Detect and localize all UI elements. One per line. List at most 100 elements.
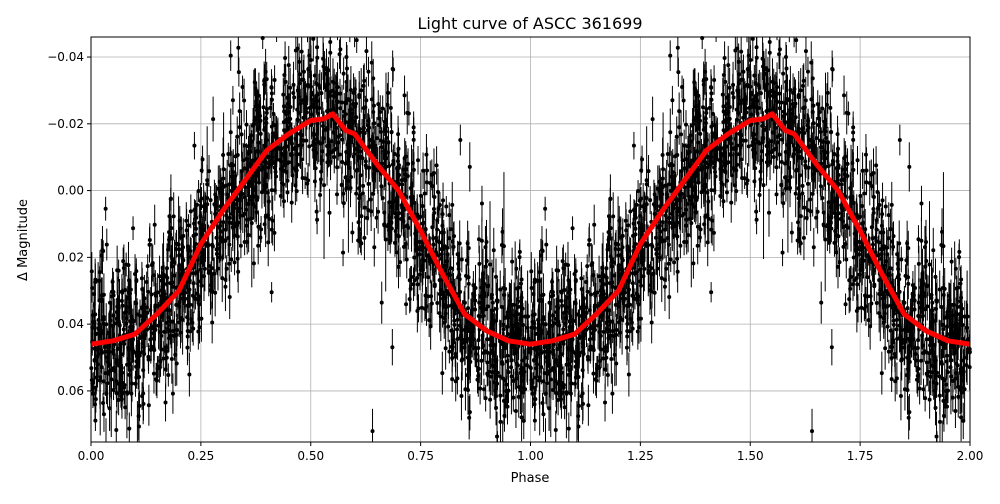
data-point: [768, 89, 772, 93]
data-point: [799, 88, 803, 92]
data-point: [661, 220, 665, 224]
data-point: [345, 80, 349, 84]
data-point: [166, 248, 170, 252]
data-point: [744, 139, 748, 143]
data-point: [890, 377, 894, 381]
data-point: [701, 105, 705, 109]
data-point: [929, 375, 933, 379]
data-point: [885, 246, 889, 250]
data-point: [928, 398, 932, 402]
data-point: [587, 243, 591, 247]
data-point: [432, 207, 436, 211]
data-point: [488, 398, 492, 402]
data-point: [480, 286, 484, 290]
data-point: [263, 222, 267, 226]
data-point: [466, 306, 470, 310]
data-point: [822, 120, 826, 124]
data-point: [605, 276, 609, 280]
data-point: [102, 412, 106, 416]
data-point: [492, 248, 496, 252]
data-point: [945, 354, 949, 358]
data-point: [238, 206, 242, 210]
data-point: [102, 293, 106, 297]
data-point: [495, 435, 499, 439]
data-point: [529, 269, 533, 273]
data-point: [890, 203, 894, 207]
data-point: [585, 264, 589, 268]
data-point: [823, 238, 827, 242]
data-point: [371, 192, 375, 196]
data-point: [318, 86, 322, 90]
data-point: [735, 163, 739, 167]
data-point: [541, 379, 545, 383]
data-point: [381, 106, 385, 110]
data-point: [304, 139, 308, 143]
data-point: [870, 225, 874, 229]
data-point: [686, 233, 690, 237]
data-point: [959, 277, 963, 281]
data-point: [571, 226, 575, 230]
data-point: [544, 243, 548, 247]
data-point: [917, 262, 921, 266]
data-point: [799, 214, 803, 218]
data-point: [887, 350, 891, 354]
data-point: [824, 136, 828, 140]
data-point: [845, 111, 849, 115]
data-point: [748, 58, 752, 62]
data-point: [841, 219, 845, 223]
data-point: [340, 100, 344, 104]
data-point: [236, 46, 240, 50]
data-point: [359, 214, 363, 218]
data-point: [501, 323, 505, 327]
data-point: [398, 260, 402, 264]
data-point: [820, 106, 824, 110]
data-point: [780, 100, 784, 104]
data-point: [359, 241, 363, 245]
data-point: [145, 280, 149, 284]
data-point: [453, 352, 457, 356]
data-point: [404, 302, 408, 306]
data-point: [866, 275, 870, 279]
data-point: [739, 133, 743, 137]
data-point: [390, 227, 394, 231]
data-point: [256, 244, 260, 248]
data-point: [834, 215, 838, 219]
data-point: [829, 130, 833, 134]
data-point: [200, 284, 204, 288]
data-point: [235, 135, 239, 139]
data-point: [477, 262, 481, 266]
data-point: [97, 328, 101, 332]
data-point: [450, 203, 454, 207]
data-point: [949, 358, 953, 362]
data-point: [566, 263, 570, 267]
data-point: [698, 236, 702, 240]
data-point: [874, 163, 878, 167]
data-point: [723, 80, 727, 84]
data-point: [806, 70, 810, 74]
data-point: [611, 214, 615, 218]
data-point: [951, 396, 955, 400]
data-point: [956, 395, 960, 399]
data-point: [203, 267, 207, 271]
data-point: [677, 206, 681, 210]
data-point: [961, 419, 965, 423]
data-point: [941, 323, 945, 327]
data-point: [758, 177, 762, 181]
data-point: [725, 96, 729, 100]
data-point: [828, 106, 832, 110]
data-point: [254, 105, 258, 109]
data-point: [166, 373, 170, 377]
data-point: [626, 223, 630, 227]
data-point: [628, 209, 632, 213]
data-point: [653, 291, 657, 295]
data-point: [187, 373, 191, 377]
data-point: [600, 266, 604, 270]
data-point: [885, 252, 889, 256]
data-point: [160, 294, 164, 298]
data-point: [189, 209, 193, 213]
data-point: [98, 379, 102, 383]
data-point: [822, 149, 826, 153]
data-point: [702, 222, 706, 226]
data-point: [520, 415, 524, 419]
data-point: [322, 183, 326, 187]
